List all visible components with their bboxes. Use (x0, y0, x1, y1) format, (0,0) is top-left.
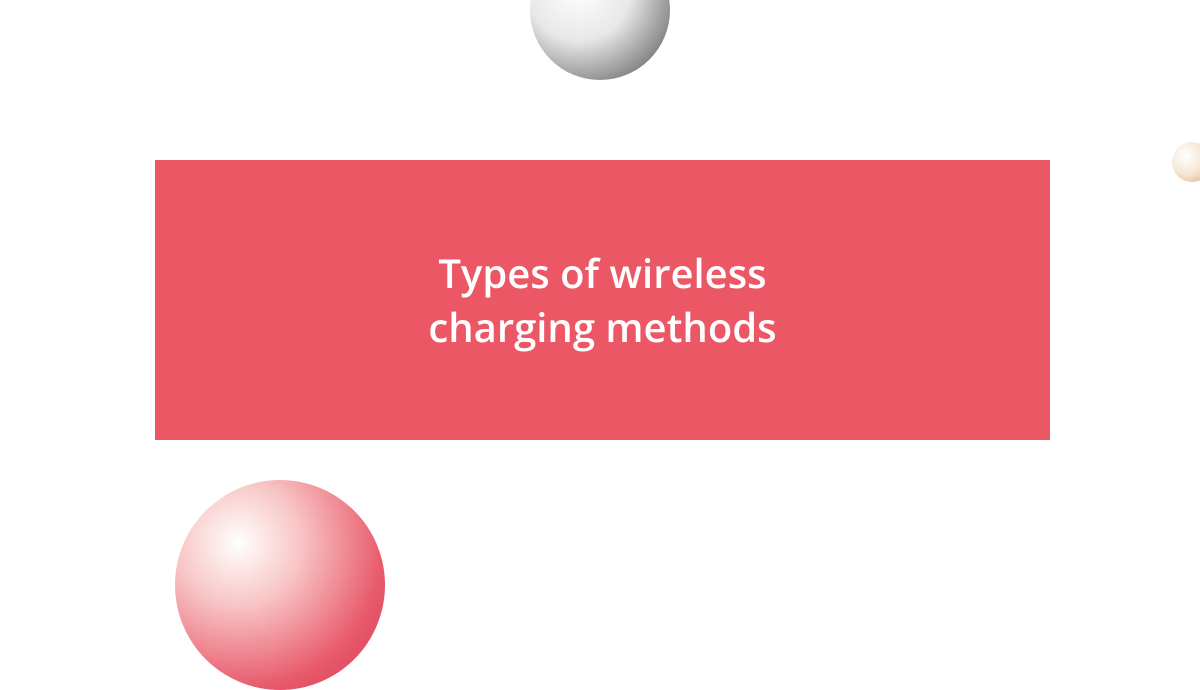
decorative-sphere-bottom (175, 480, 385, 690)
decorative-sphere-right (1172, 142, 1200, 182)
title-box: Types of wirelesscharging methods (155, 160, 1050, 440)
title-text: Types of wirelesscharging methods (428, 246, 776, 354)
decorative-sphere-top (530, 0, 670, 80)
